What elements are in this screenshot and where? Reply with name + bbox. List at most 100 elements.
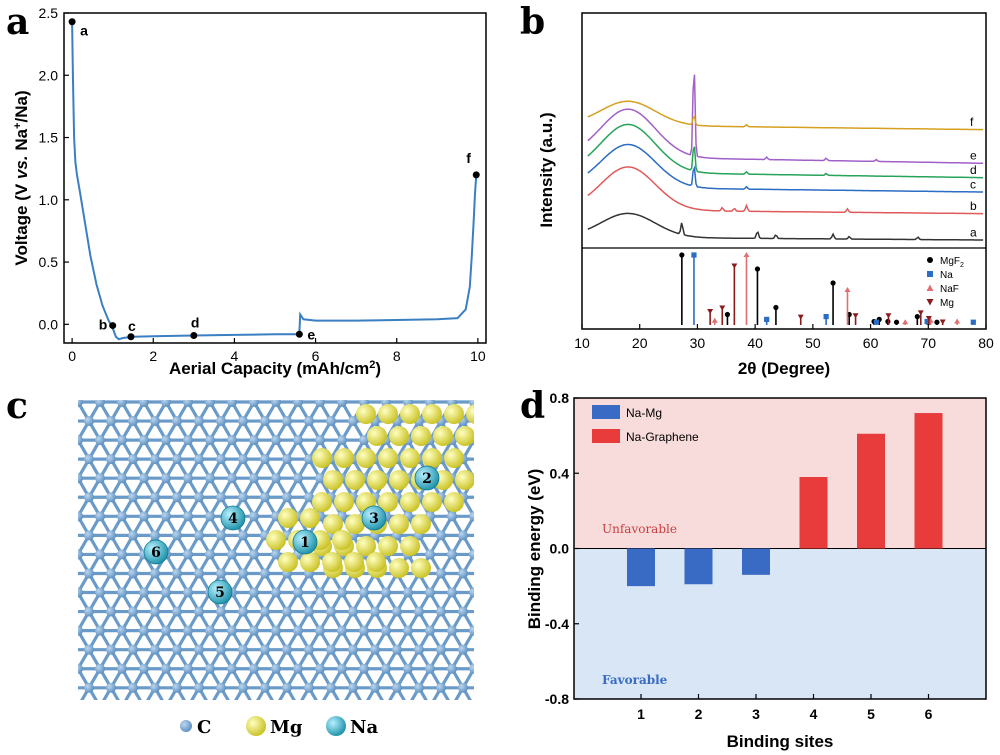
panel-c-carbon-atom	[172, 606, 182, 617]
chart-b-xtick-label-0: 10	[574, 335, 590, 351]
panel-c-carbon-atom	[392, 644, 402, 655]
panel-c-carbon-atom	[436, 530, 446, 541]
chart-b-ref-marker-16	[924, 318, 930, 325]
panel-c-carbon-atom	[78, 511, 83, 522]
panel-c-carbon-atom	[546, 378, 556, 388]
panel-c-carbon-atom	[513, 702, 523, 712]
chart-a-ytick-label-2: 1.0	[39, 192, 59, 208]
panel-c-carbon-atom	[106, 682, 116, 693]
panel-label-a: a	[6, 1, 29, 43]
panel-c-carbon-atom	[62, 607, 72, 617]
panel-c-carbon-atom	[238, 644, 248, 655]
panel-c-carbon-atom	[84, 378, 94, 388]
panel-c-carbon-atom	[502, 530, 512, 540]
chart-a-xtick-label-2: 4	[231, 348, 239, 364]
chart-a-xtick-label-3: 6	[312, 348, 320, 364]
panel-c-carbon-atom	[381, 663, 391, 674]
chart-b-ref-marker-31	[925, 316, 932, 321]
panel-c-mg-atom	[356, 448, 376, 468]
panel-c-carbon-atom	[480, 683, 490, 693]
panel-c-site-number-5: 5	[215, 585, 225, 601]
panel-c-carbon-atom	[469, 702, 479, 712]
chart-b-ref-marker-29	[885, 313, 892, 319]
panel-c-carbon-atom	[348, 416, 358, 427]
chart-a-xlabel: Aerial Capacity (mAh/cm2)	[169, 359, 381, 378]
panel-c-carbon-atom	[535, 664, 545, 674]
chart-a-ytick-label-0: 0.0	[39, 316, 59, 332]
panel-c-carbon-atom	[117, 702, 127, 712]
panel-c-carbon-atom	[183, 511, 193, 522]
panel-label-c: c	[6, 385, 28, 427]
panel-c-carbon-atom	[392, 682, 402, 693]
chart-a-point-f	[472, 171, 480, 179]
panel-c-carbon-atom	[260, 492, 270, 503]
panel-c-carbon-atom	[172, 530, 182, 541]
panel-c-mg-atom	[345, 470, 365, 490]
panel-c-carbon-atom	[150, 568, 160, 579]
panel-c-carbon-atom	[458, 530, 468, 541]
panel-c-carbon-atom	[271, 625, 281, 636]
chart-a-ytick-label-3: 1.5	[39, 130, 59, 146]
chart-b-ref-marker-19	[711, 317, 718, 323]
panel-c-carbon-atom	[117, 587, 127, 598]
chart-b-legend-text-1: Na	[940, 270, 953, 281]
panel-c-carbon-atom	[271, 587, 281, 598]
chart-b-xtick-label-7: 80	[978, 335, 994, 351]
panel-c-carbon-atom	[480, 378, 490, 388]
panel-c-carbon-atom	[524, 683, 534, 693]
panel-c-carbon-atom	[227, 625, 237, 636]
panel-c-carbon-atom	[260, 454, 270, 465]
chart-d-legend-label-1: Na-Graphene	[626, 430, 699, 444]
panel-c-mg-atom	[266, 530, 286, 550]
panel-c-carbon-atom	[249, 511, 259, 522]
panel-c-carbon-atom	[161, 400, 171, 407]
panel-c-carbon-atom	[414, 644, 424, 655]
panel-c-carbon-atom	[403, 702, 413, 712]
panel-c-mg-atom	[422, 492, 442, 512]
panel-c-carbon-atom	[480, 721, 490, 731]
chart-d-xtick-label-4: 5	[867, 706, 875, 722]
chart-b-pattern-b	[587, 166, 984, 215]
panel-c-carbon-atom	[62, 683, 72, 693]
panel-c-carbon-atom	[194, 606, 204, 617]
panel-c-carbon-atom	[271, 702, 281, 712]
panel-c-carbon-atom	[205, 625, 215, 636]
panel-c-carbon-atom	[403, 625, 413, 636]
panel-c-site-number-2: 2	[422, 471, 432, 487]
panel-c-carbon-atom	[205, 702, 215, 712]
panel-c-carbon-atom	[271, 400, 281, 407]
panel-c-carbon-atom	[414, 378, 424, 388]
chart-b-ref-marker-24	[731, 263, 738, 269]
panel-c-carbon-atom	[161, 702, 171, 712]
panel-c-carbon-atom	[447, 663, 457, 674]
chart-a-xtick-label-4: 8	[393, 348, 401, 364]
panel-c-carbon-atom	[535, 702, 545, 712]
panel-c-carbon-atom	[183, 663, 193, 674]
panel-c-carbon-atom	[128, 530, 138, 541]
chart-d-ytick-label-2: 0.0	[550, 541, 570, 557]
panel-c-carbon-atom	[502, 416, 512, 426]
panel-c-carbon-atom	[304, 416, 314, 427]
chart-d-ytick-label-1: -0.4	[545, 616, 569, 632]
panel-c-carbon-atom	[216, 492, 226, 503]
panel-c-carbon-atom	[260, 606, 270, 617]
chart-a-point-label-a: a	[80, 23, 88, 39]
chart-a: 0 2 4 6 8 10 0.0 0.5 1.0 1.5 2.0 2.5 a b c d e f Aerial …	[12, 5, 487, 378]
chart-d-legend-swatch-0	[592, 405, 620, 419]
panel-c-carbon-atom	[172, 492, 182, 503]
panel-c-legend-label-0: C	[197, 717, 211, 738]
panel-c-mg-atom	[312, 492, 332, 512]
panel-c-carbon-atom	[315, 400, 325, 407]
panel-c-carbon-atom	[315, 587, 325, 598]
panel-c-carbon-atom	[150, 454, 160, 465]
chart-b-ref-marker-9	[893, 319, 900, 325]
panel-c-carbon-atom	[414, 721, 424, 731]
panel-c-carbon-atom	[95, 702, 105, 712]
panel-c-carbon-atom	[502, 378, 512, 388]
panel-c-carbon-atom	[513, 588, 523, 598]
panel-c-carbon-atom	[150, 530, 160, 541]
panel-c-carbon-atom	[271, 435, 281, 446]
panel-c-carbon-atom	[304, 454, 314, 465]
panel-c-carbon-atom	[491, 435, 501, 445]
chart-b-ref-marker-20	[844, 287, 851, 292]
